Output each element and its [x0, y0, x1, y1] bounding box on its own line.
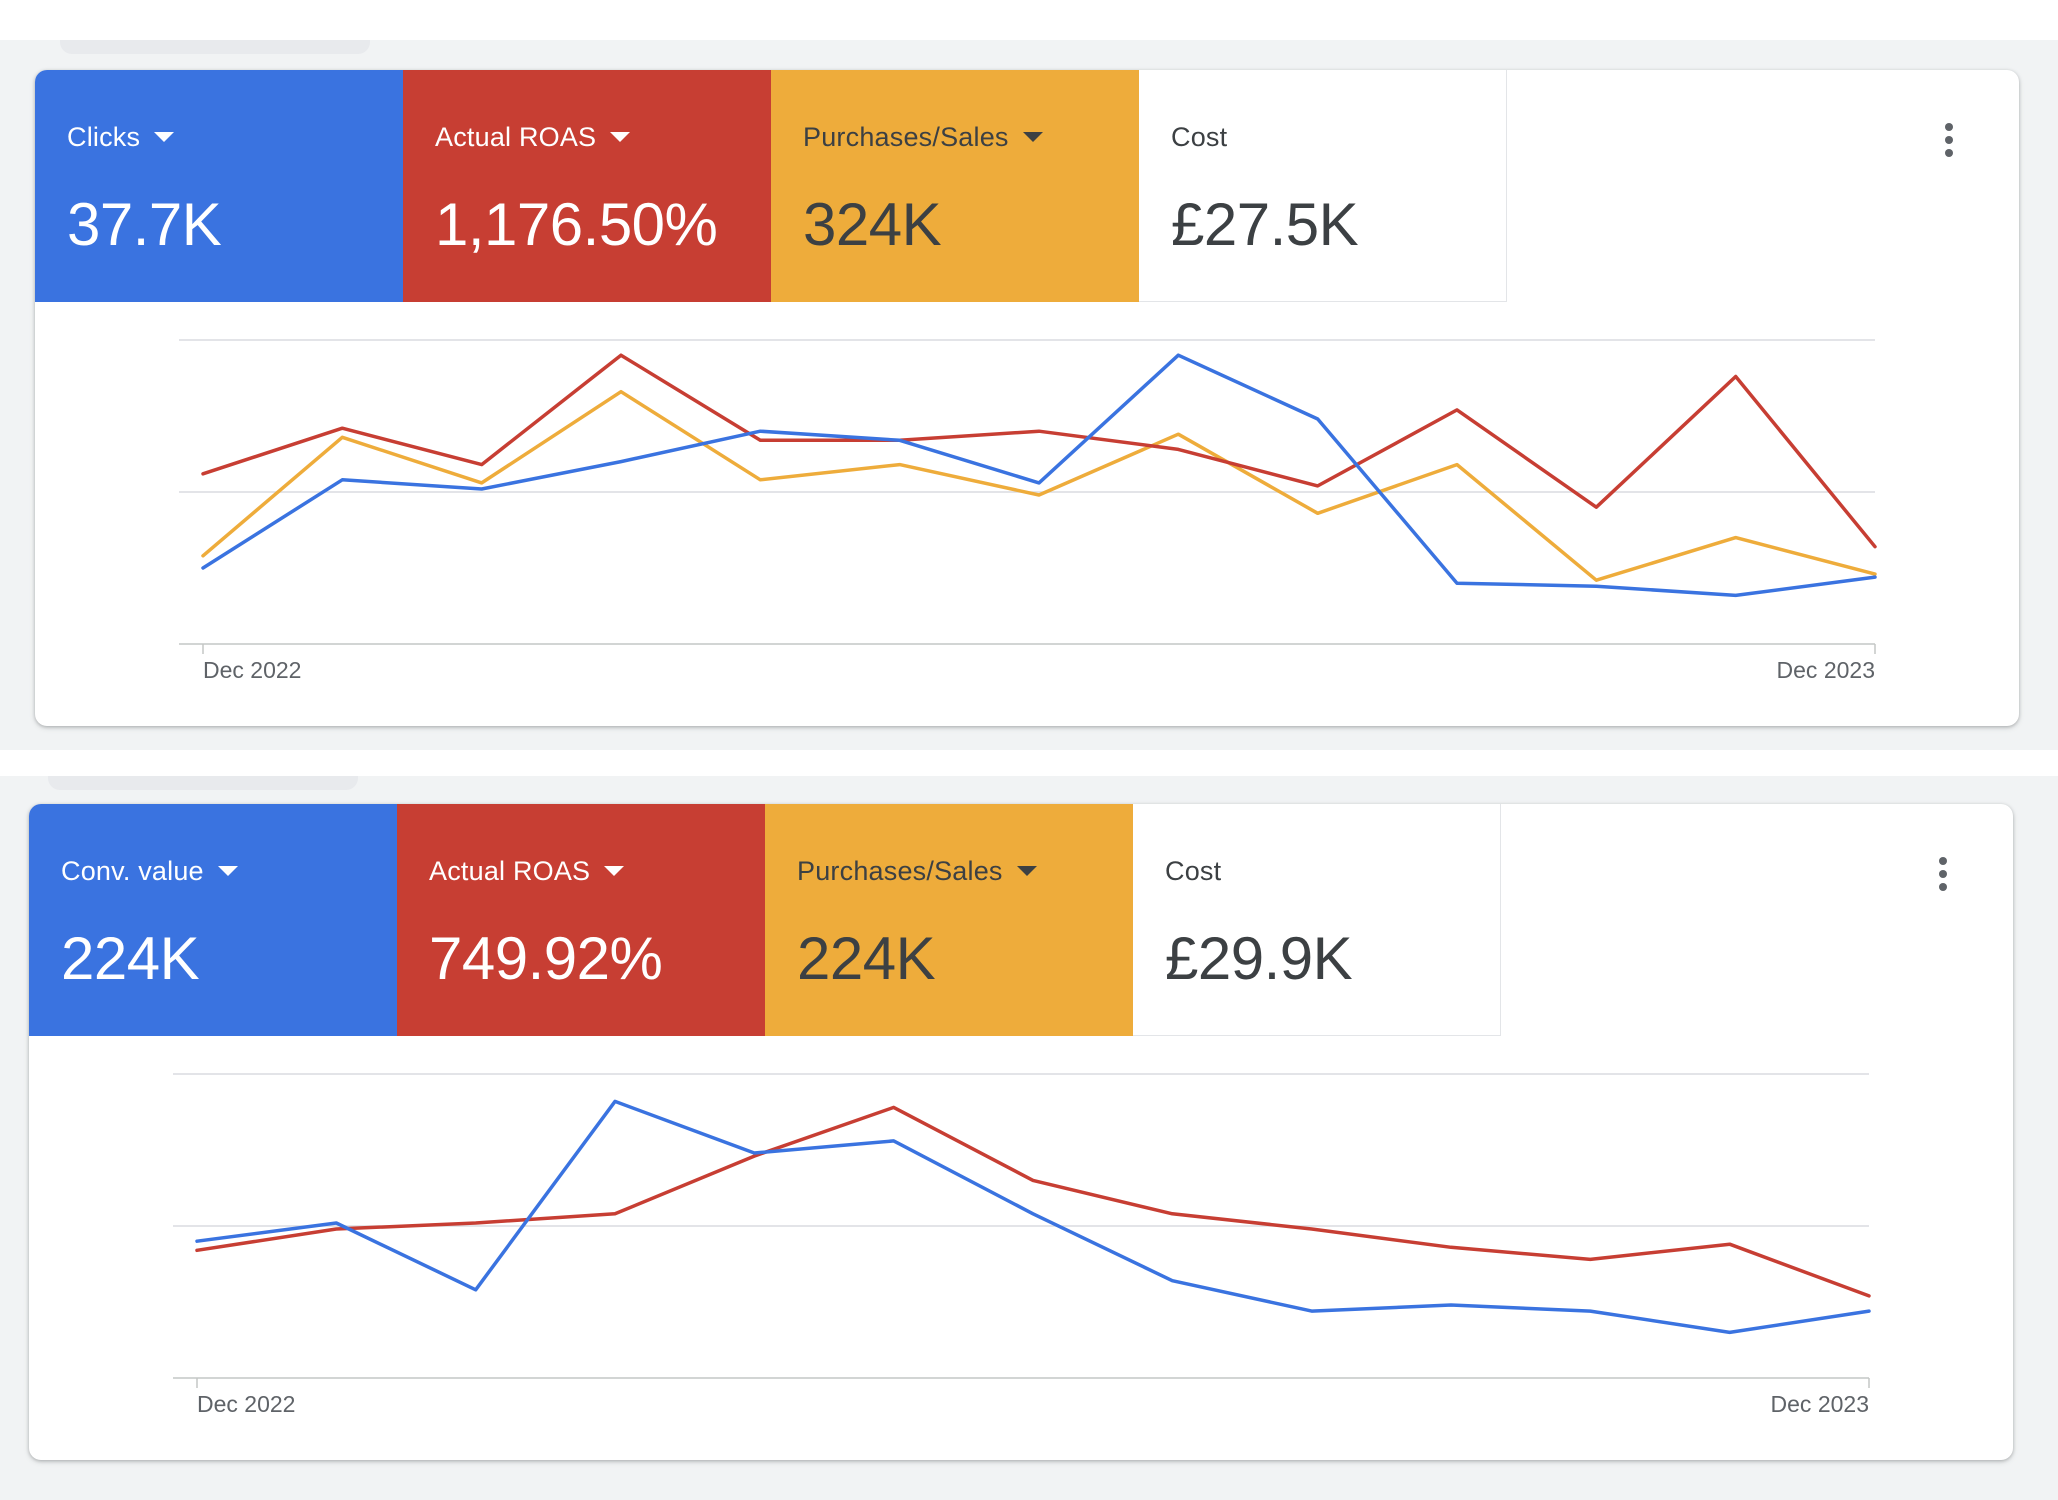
metric-tile-purchases-sales[interactable]: Purchases/Sales 224K [765, 804, 1133, 1036]
metric-label: Actual ROAS [429, 854, 765, 888]
performance-card-2: Conv. value 224K Actual ROAS 749.92% Pur… [29, 804, 2013, 1460]
metric-value: £29.9K [1165, 925, 1353, 992]
metric-tile-cost: Cost £27.5K [1139, 70, 1507, 302]
metric-value: 224K [797, 925, 936, 992]
dropdown-arrow-icon [610, 132, 631, 142]
more-vert-icon[interactable] [1923, 854, 1963, 894]
dropdown-arrow-icon [217, 866, 238, 876]
metric-label: Purchases/Sales [803, 120, 1139, 154]
dropdown-arrow-icon [604, 866, 625, 876]
metric-value: 324K [803, 191, 942, 258]
x-tick-label: Dec 2022 [197, 1391, 295, 1417]
metric-value: 224K [61, 925, 200, 992]
metric-tile-clicks[interactable]: Clicks 37.7K [35, 70, 403, 302]
x-tick-label: Dec 2023 [1771, 1391, 1869, 1417]
metric-label: Clicks [67, 120, 403, 154]
metric-label: Purchases/Sales [797, 854, 1133, 888]
series-line-actual-roas [201, 353, 1877, 549]
metric-label: Actual ROAS [435, 120, 771, 154]
dropdown-arrow-icon [154, 132, 175, 142]
band-tab [60, 40, 370, 54]
metric-label: Cost [1171, 121, 1228, 152]
band-tab [48, 776, 358, 790]
more-vert-icon[interactable] [1929, 120, 1969, 160]
series-line-clicks [201, 353, 1877, 598]
line-chart-2: Dec 2022 Dec 2023 [173, 1073, 1871, 1417]
series-line-purchases-sales [201, 389, 1877, 582]
metric-value: 749.92% [429, 925, 663, 992]
x-tick-label: Dec 2022 [203, 657, 301, 683]
metric-label: Cost [1165, 855, 1222, 886]
metric-tile-actual-roas[interactable]: Actual ROAS 749.92% [397, 804, 765, 1036]
metric-tiles: Conv. value 224K Actual ROAS 749.92% Pur… [29, 804, 1501, 1036]
metric-label: Conv. value [61, 854, 397, 888]
metric-value: 1,176.50% [435, 191, 718, 258]
metric-tile-cost: Cost £29.9K [1133, 804, 1501, 1036]
metric-tile-actual-roas[interactable]: Actual ROAS 1,176.50% [403, 70, 771, 302]
performance-card-1: Clicks 37.7K Actual ROAS 1,176.50% Purch… [35, 70, 2019, 726]
line-chart-1: Dec 2022 Dec 2023 [179, 339, 1877, 683]
metric-tile-conv-value[interactable]: Conv. value 224K [29, 804, 397, 1036]
dropdown-arrow-icon [1022, 132, 1043, 142]
series-line-conv-value [195, 1099, 1871, 1335]
metric-tile-purchases-sales[interactable]: Purchases/Sales 324K [771, 70, 1139, 302]
metric-value: 37.7K [67, 191, 222, 258]
series-line-actual-roas [195, 1105, 1871, 1298]
metric-tiles: Clicks 37.7K Actual ROAS 1,176.50% Purch… [35, 70, 1507, 302]
dropdown-arrow-icon [1016, 866, 1037, 876]
x-tick-label: Dec 2023 [1777, 657, 1875, 683]
metric-value: £27.5K [1171, 191, 1359, 258]
